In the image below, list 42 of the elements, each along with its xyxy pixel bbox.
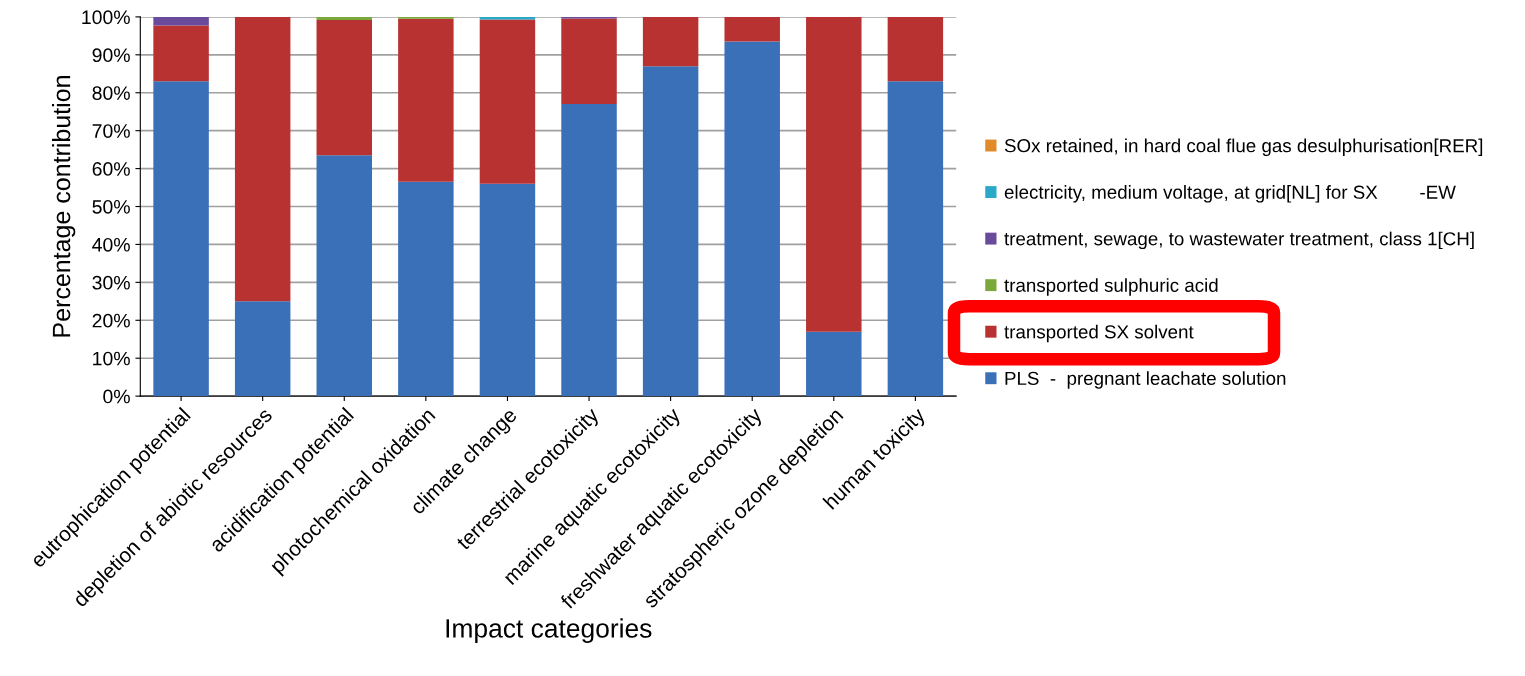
bar: [316, 155, 373, 397]
legend-label: electricity, medium voltage, at grid[NL] for SX -EW: [1004, 185, 1456, 203]
y-tick-label: 70%: [92, 124, 130, 138]
bar: [561, 104, 617, 397]
bar: [479, 19, 536, 184]
legend-label: SOx retained, in hard coal flue gas desulphurisation[RER]: [1004, 138, 1483, 157]
y-tick-label: 20%: [92, 313, 130, 328]
bar: [806, 16, 862, 332]
y-tick-label: 60%: [92, 162, 130, 176]
y-tick-label: 80%: [92, 86, 130, 100]
bar: [316, 16, 373, 20]
bar: [642, 16, 699, 67]
bar: [153, 16, 209, 26]
y-axis-title: Percentage contribution: [51, 76, 76, 337]
bar: [887, 81, 944, 397]
legend-label: treatment, sewage, to wastewater treatment, class 1[CH]: [1004, 231, 1474, 250]
y-tick-label: 40%: [92, 237, 130, 252]
bar: [153, 81, 209, 397]
bar: [479, 183, 536, 397]
y-tick-label: 0%: [103, 389, 130, 404]
x-axis-title: Impact categories: [446, 618, 652, 643]
bar: [561, 18, 617, 105]
bar: [724, 16, 780, 42]
y-tick-label: 100%: [82, 10, 130, 25]
y-tick-label: 90%: [92, 48, 130, 63]
bar: [398, 18, 454, 182]
bar: [153, 25, 209, 82]
bar: [642, 66, 699, 397]
y-tick-label: 50%: [92, 199, 130, 214]
bar: [806, 331, 862, 397]
y-tick-label: 10%: [93, 351, 130, 366]
legend-label: transported SX solvent: [1004, 324, 1194, 343]
legend-label: PLS - pregnant leachate solution: [1005, 371, 1286, 389]
bar: [479, 16, 536, 20]
bar: [234, 16, 291, 302]
legend-label: transported sulphuric acid: [1004, 278, 1218, 296]
bar: [234, 301, 291, 397]
bar: [398, 181, 454, 397]
y-tick-label: 30%: [92, 275, 130, 290]
bar: [724, 41, 780, 397]
bar: [316, 19, 373, 156]
bar: [887, 16, 944, 82]
